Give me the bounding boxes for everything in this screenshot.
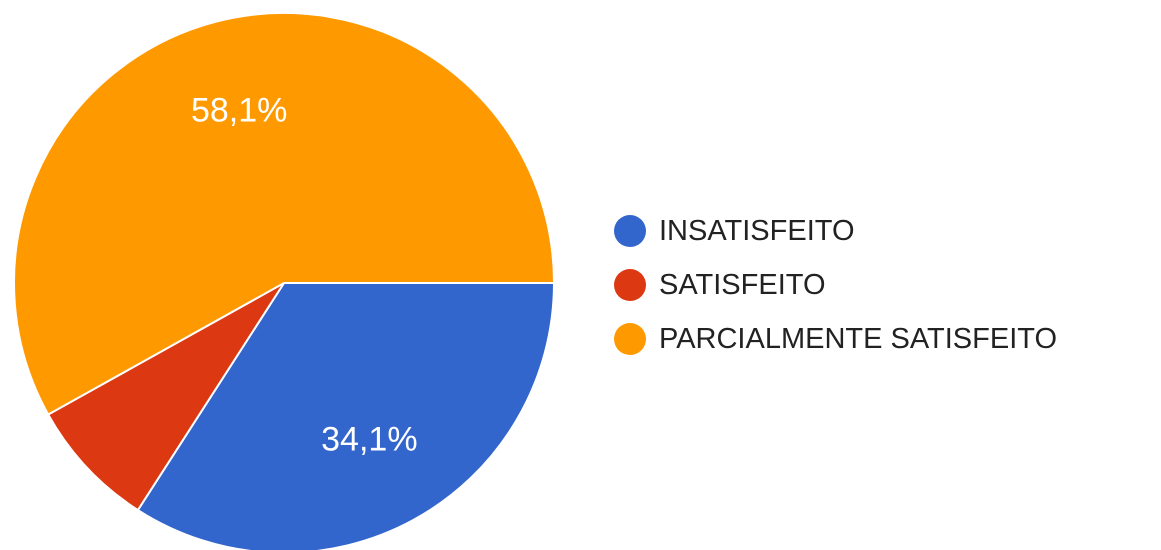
pie-slice-parcialmente-satisfeito [13, 12, 556, 416]
pie-chart: 34,1% 58,1% [13, 12, 556, 550]
pie-slice-satisfeito [46, 282, 285, 512]
legend-item-parcialmente-satisfeito: PARCIALMENTE SATISFEITO [614, 312, 1057, 366]
legend-label-parcialmente-satisfeito: PARCIALMENTE SATISFEITO [659, 322, 1058, 355]
legend-label-satisfeito: SATISFEITO [659, 268, 826, 301]
legend-swatch-parcialmente-satisfeito [614, 323, 646, 355]
legend-label-insatisfeito: INSATISFEITO [659, 214, 855, 247]
slice-label-insatisfeito: 34,1% [321, 420, 417, 458]
legend-item-satisfeito: SATISFEITO [614, 258, 1057, 312]
legend-item-insatisfeito: INSATISFEITO [614, 204, 1057, 258]
slice-label-parcialmente-satisfeito: 58,1% [191, 92, 287, 130]
legend-swatch-satisfeito [614, 269, 646, 301]
chart-legend: INSATISFEITO SATISFEITO PARCIALMENTE SAT… [614, 204, 1057, 366]
legend-swatch-insatisfeito [614, 215, 646, 247]
